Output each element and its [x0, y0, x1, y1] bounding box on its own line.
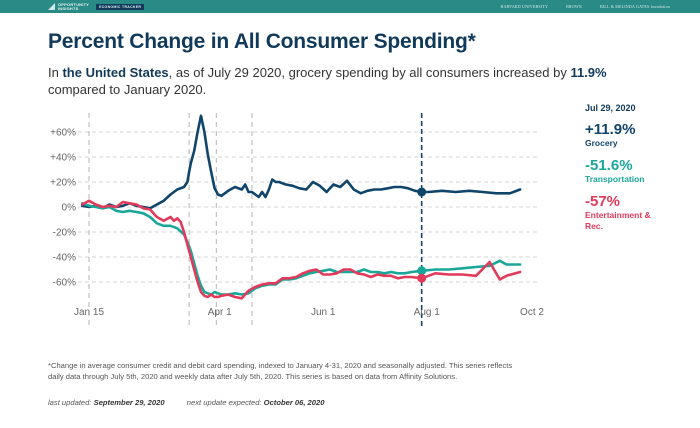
y-tick-label: +40%: [50, 153, 76, 164]
series-line-entertainment-rec-: [80, 199, 522, 300]
last-updated-value: September 29, 2020: [93, 398, 165, 407]
partner-brown[interactable]: BROWN: [566, 4, 582, 9]
partner-harvard[interactable]: HARVARD UNIVERSITY: [500, 4, 549, 9]
logo-mark-icon: [48, 3, 55, 10]
y-tick-label: -20%: [53, 228, 76, 239]
marker-grocery: [417, 187, 427, 197]
y-axis-ticks: +60% +40% +20% 0% -20% -40% -60%: [50, 128, 76, 289]
grocery-label[interactable]: Grocery: [585, 138, 618, 148]
logo-line1: OPPORTUNITY: [58, 1, 90, 7]
chart-subtitle: In the United States, as of July 29 2020…: [48, 64, 608, 98]
logo-line2: INSIGHTS: [58, 5, 79, 11]
y-tick-label: -60%: [53, 278, 76, 289]
x-tick-label: Jan 15: [74, 307, 104, 318]
transportation-value: -51.6%: [585, 157, 633, 174]
subtitle-suffix: compared to January 2020.: [48, 82, 207, 97]
subtitle-prefix: In: [48, 65, 63, 80]
y-tick-label: +60%: [50, 128, 76, 139]
top-bar: OPPORTUNITY INSIGHTS ECONOMIC TRACKER HA…: [0, 0, 700, 13]
update-info: last updated: September 29, 2020 next up…: [48, 398, 324, 407]
series-lines: [80, 114, 522, 300]
entertainment-label[interactable]: Entertainment & Rec.: [585, 210, 651, 231]
side-date: Jul 29, 2020: [585, 103, 636, 113]
subtitle-value: 11.9%: [570, 65, 607, 80]
x-tick-label: Aug 1: [414, 307, 441, 318]
series-line-grocery: [80, 114, 522, 210]
next-update-value: October 06, 2020: [263, 398, 325, 407]
series-line-transportation: [80, 202, 522, 296]
spending-chart[interactable]: +60% +40% +20% 0% -20% -40% -60% Jan 15 Apr 1 Ju…: [0, 0, 700, 340]
x-axis-ticks: Jan 15 Apr 1 Jun 1 Aug 1 Oct 2: [74, 307, 544, 318]
page-title: Percent Change in All Consumer Spending*: [48, 30, 476, 53]
transportation-label[interactable]: Transportation: [585, 174, 645, 184]
partner-gates[interactable]: BILL & MELINDA GATES foundation: [599, 4, 670, 9]
last-updated-label: last updated:: [48, 398, 92, 407]
side-panel: Jul 29, 2020 +11.9% Grocery -51.6% Trans…: [585, 103, 695, 232]
grocery-value: +11.9%: [585, 121, 636, 138]
opportunity-insights-logo[interactable]: OPPORTUNITY INSIGHTS ECONOMIC TRACKER: [48, 1, 145, 11]
event-lines: [88, 113, 423, 326]
entertainment-value: -57%: [585, 193, 621, 210]
highlight-markers: [417, 187, 427, 283]
next-update-label: next update expected:: [186, 398, 262, 407]
subtitle-middle: , as of July 29 2020, grocery spending b…: [168, 65, 571, 80]
x-tick-label: Apr 1: [208, 307, 232, 318]
y-tick-label: +20%: [50, 178, 76, 189]
subtitle-place: the United States: [62, 65, 169, 80]
x-tick-label: Jun 1: [311, 307, 336, 318]
partner-logos: HARVARD UNIVERSITY BROWN BILL & MELINDA …: [501, 2, 670, 11]
economic-tracker-badge[interactable]: ECONOMIC TRACKER: [96, 3, 145, 10]
marker-transportation: [417, 266, 427, 276]
marker-entertainment-rec-: [417, 273, 427, 283]
footnote: *Change in average consumer credit and d…: [48, 361, 513, 381]
x-tick-label: Oct 2: [520, 307, 544, 318]
y-tick-label: -40%: [53, 253, 76, 264]
y-tick-label: 0%: [62, 203, 77, 214]
